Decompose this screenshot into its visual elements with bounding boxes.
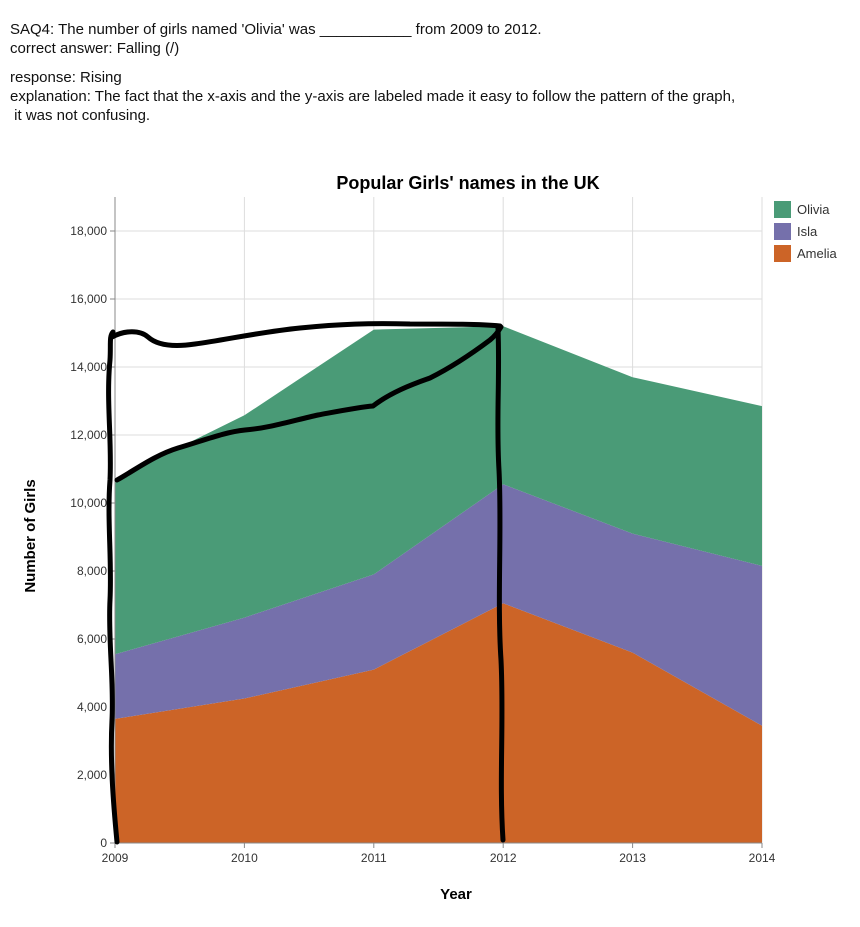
x-tick-label: 2012 (490, 851, 517, 865)
legend-label-amelia: Amelia (797, 246, 838, 261)
annotation-left-vertical-stroke (106, 329, 120, 845)
legend-swatch-olivia (774, 201, 791, 218)
x-tick-label: 2014 (749, 851, 776, 865)
legend-swatch-amelia (774, 245, 791, 262)
correct-answer-text: correct answer: Falling (/) (10, 40, 180, 57)
handwritten-annotations (106, 321, 506, 845)
y-axis-title: Number of Girls (22, 479, 39, 592)
explanation-text-line2: it was not confusing. (10, 107, 151, 124)
y-tick-label: 14,000 (70, 360, 107, 374)
y-tick-label: 18,000 (70, 224, 107, 238)
x-axis-title: Year (440, 886, 472, 903)
area-amelia (115, 603, 762, 843)
y-tick-label: 4,000 (77, 700, 107, 714)
y-tick-label: 6,000 (77, 632, 107, 646)
x-tick-label: 2009 (102, 851, 129, 865)
x-tick-label: 2010 (231, 851, 258, 865)
y-tick-label: 16,000 (70, 292, 107, 306)
annotation-top-loop (109, 321, 503, 348)
y-tick-label: 10,000 (70, 496, 107, 510)
x-tick-label: 2013 (619, 851, 646, 865)
annotation-rising-line (114, 324, 504, 483)
y-tick-label: 12,000 (70, 428, 107, 442)
area-series (115, 326, 762, 843)
area-isla (115, 484, 762, 726)
qa-text-block: SAQ4: The number of girls named 'Olivia'… (10, 20, 735, 125)
legend-label-olivia: Olivia (797, 202, 830, 217)
axes: 0 2,000 4,000 6,000 8,000 10,000 12,000 14,000 1… (70, 197, 776, 865)
area-olivia (115, 326, 762, 655)
y-tick-label: 2,000 (77, 768, 107, 782)
question-text: SAQ4: The number of girls named 'Olivia'… (10, 21, 542, 38)
y-tick-label: 8,000 (77, 564, 107, 578)
annotation-2012-vertical-stroke (495, 325, 506, 843)
response-text: response: Rising (10, 69, 122, 86)
legend-swatch-isla (774, 223, 791, 240)
y-tick-label: 0 (100, 836, 107, 850)
explanation-text-line1: explanation: The fact that the x-axis an… (10, 88, 736, 105)
chart-title: Popular Girls' names in the UK (336, 173, 599, 193)
legend-label-isla: Isla (797, 224, 818, 239)
x-tick-label: 2011 (361, 851, 387, 865)
legend: Olivia Isla Amelia (774, 201, 838, 262)
